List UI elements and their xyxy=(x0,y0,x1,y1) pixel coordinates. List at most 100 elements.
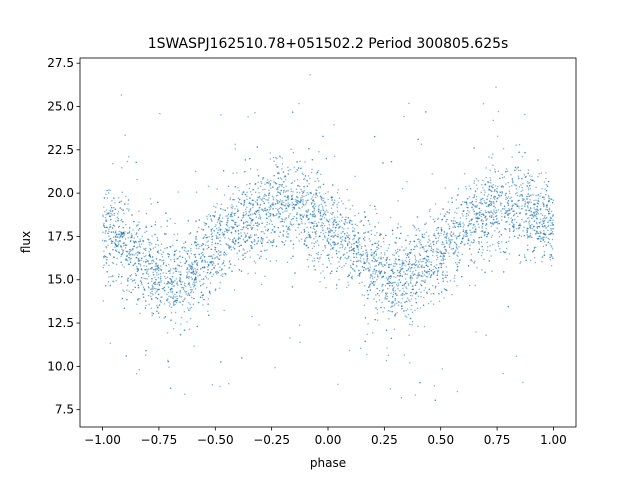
data-point xyxy=(313,200,315,203)
data-point xyxy=(228,246,230,249)
data-point xyxy=(545,193,547,196)
data-point xyxy=(204,275,207,278)
data-point xyxy=(146,270,148,273)
data-point xyxy=(536,225,539,228)
data-point xyxy=(260,208,263,211)
data-point xyxy=(193,297,195,300)
data-point xyxy=(329,243,332,245)
data-point xyxy=(418,252,420,255)
data-point xyxy=(163,289,166,292)
data-point xyxy=(363,239,366,241)
data-point xyxy=(217,250,220,252)
data-point xyxy=(241,193,244,195)
data-point xyxy=(420,260,422,263)
data-point xyxy=(442,233,445,236)
data-point xyxy=(290,223,293,226)
data-point xyxy=(315,233,317,235)
data-point xyxy=(170,291,172,293)
data-point xyxy=(373,283,375,285)
data-point xyxy=(389,277,392,280)
data-point xyxy=(194,281,196,283)
data-point xyxy=(437,217,440,220)
data-point xyxy=(462,215,464,217)
data-point xyxy=(343,248,346,251)
data-point xyxy=(156,310,158,312)
data-point xyxy=(188,284,191,286)
data-point xyxy=(358,275,361,277)
data-point xyxy=(187,307,189,309)
data-point xyxy=(551,246,553,248)
data-point xyxy=(173,284,176,287)
data-point xyxy=(500,219,503,221)
data-point xyxy=(489,177,492,179)
data-point xyxy=(442,274,444,277)
data-point xyxy=(336,256,339,259)
data-point xyxy=(282,225,284,227)
data-point xyxy=(361,281,363,284)
data-point xyxy=(492,164,494,167)
data-point xyxy=(348,349,351,352)
data-point xyxy=(545,216,548,219)
data-point xyxy=(547,210,550,213)
data-point xyxy=(311,158,314,161)
data-point xyxy=(206,218,209,220)
data-point xyxy=(170,259,172,261)
data-point xyxy=(186,273,189,275)
data-point xyxy=(295,200,297,203)
data-point xyxy=(109,223,111,226)
data-point xyxy=(414,258,417,260)
data-point xyxy=(406,180,408,183)
data-point xyxy=(543,229,545,232)
data-point xyxy=(506,221,508,223)
data-point xyxy=(221,220,223,223)
data-point xyxy=(259,240,262,242)
data-point xyxy=(507,305,510,308)
data-point xyxy=(376,242,379,244)
data-point xyxy=(453,222,456,225)
data-point xyxy=(237,216,240,219)
data-point xyxy=(263,197,266,200)
data-point xyxy=(329,230,332,233)
data-point xyxy=(430,293,432,295)
data-point xyxy=(351,275,353,278)
data-point xyxy=(118,230,120,232)
data-point xyxy=(204,244,207,246)
data-point xyxy=(377,263,380,266)
data-point xyxy=(521,205,523,207)
data-point xyxy=(266,223,268,226)
data-point xyxy=(331,256,334,259)
data-point xyxy=(161,253,163,256)
data-point xyxy=(296,211,298,214)
data-point xyxy=(145,304,147,307)
data-point xyxy=(263,195,265,198)
data-point xyxy=(365,252,367,254)
data-point xyxy=(448,252,450,254)
data-point xyxy=(518,227,520,229)
data-point xyxy=(189,307,192,310)
data-point xyxy=(440,252,443,255)
data-point xyxy=(529,184,531,187)
data-point xyxy=(243,240,246,242)
data-point xyxy=(141,257,143,259)
data-point xyxy=(127,232,129,234)
data-point xyxy=(136,178,138,181)
data-point xyxy=(362,269,365,272)
data-point xyxy=(300,218,303,220)
data-point xyxy=(108,238,111,240)
data-point xyxy=(370,249,372,251)
data-point xyxy=(315,252,318,255)
data-point xyxy=(392,291,395,294)
data-point xyxy=(363,266,365,269)
data-point xyxy=(415,259,418,262)
data-point xyxy=(377,275,379,278)
data-point xyxy=(408,243,411,245)
data-point xyxy=(121,248,123,251)
data-point xyxy=(400,232,402,235)
data-point xyxy=(180,274,182,276)
data-point xyxy=(174,279,176,282)
data-point xyxy=(362,253,365,255)
data-point xyxy=(388,300,390,302)
data-point xyxy=(319,195,322,198)
data-point xyxy=(399,289,401,292)
data-point xyxy=(318,209,320,211)
